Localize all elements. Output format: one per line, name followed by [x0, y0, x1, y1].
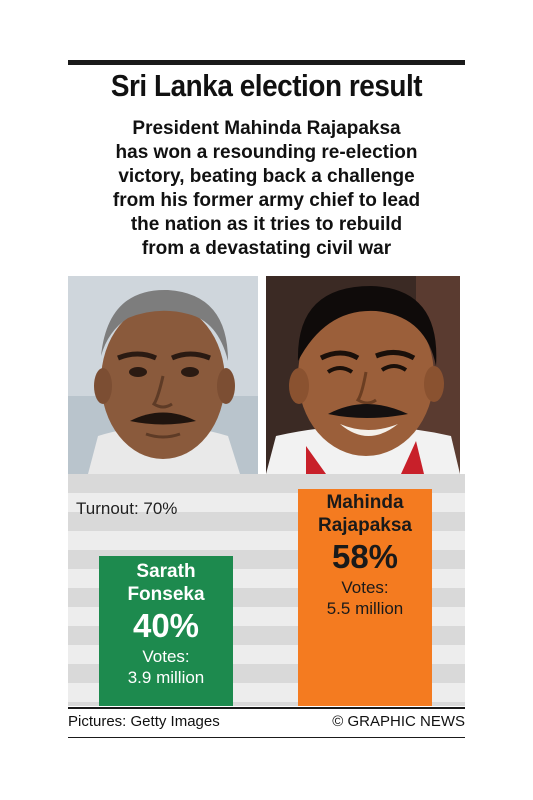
standfirst: President Mahinda Rajapaksa has won a re…: [60, 117, 473, 261]
page-title: Sri Lanka election result: [110, 68, 423, 103]
bar-sarath-fonseka: Sarath Fonseka 40% Votes: 3.9 million: [99, 556, 233, 706]
results-chart: Turnout: 70% Sarath Fonseka 40% Votes: 3…: [68, 474, 465, 706]
standfirst-line: the nation as it tries to rebuild: [130, 214, 403, 235]
bottom-rule: [68, 707, 465, 709]
picture-credit: Pictures: Getty Images: [68, 713, 220, 730]
portrait-image: [266, 276, 460, 474]
bar-mahinda-rajapaksa: Mahinda Rajapaksa 58% Votes: 5.5 million: [298, 489, 432, 706]
end-rule: [68, 737, 465, 738]
bar-percent-label: 58%: [331, 538, 399, 575]
standfirst-line: from a devastating civil war: [141, 238, 392, 259]
bar-name-line: Fonseka: [127, 584, 205, 605]
background-band: [68, 474, 465, 493]
photo-sarath-fonseka: [68, 276, 258, 474]
bar-percent-label: 40%: [132, 607, 200, 644]
bar-name-line: Mahinda: [326, 492, 404, 513]
turnout-label: Turnout: 70%: [76, 499, 178, 518]
standfirst-line: victory, beating back a challenge: [118, 166, 415, 187]
bar-votes-value: 3.9 million: [127, 668, 205, 687]
background-band: [68, 702, 465, 706]
standfirst-line: has won a resounding re-election: [115, 142, 418, 163]
source-credit: © GRAPHIC NEWS: [332, 713, 465, 730]
bar-votes-label: Votes:: [142, 647, 190, 666]
bar-name-line: Sarath: [136, 561, 196, 582]
portrait-image: [68, 276, 258, 474]
photo-mahinda-rajapaksa: [266, 276, 460, 474]
bar-name-line: Rajapaksa: [317, 515, 412, 536]
bar-votes-value: 5.5 million: [326, 599, 404, 618]
bar-votes-label: Votes:: [341, 578, 389, 597]
standfirst-line: from his former army chief to lead: [112, 190, 421, 211]
standfirst-line: President Mahinda Rajapaksa: [132, 118, 401, 139]
top-rule: [68, 60, 465, 65]
